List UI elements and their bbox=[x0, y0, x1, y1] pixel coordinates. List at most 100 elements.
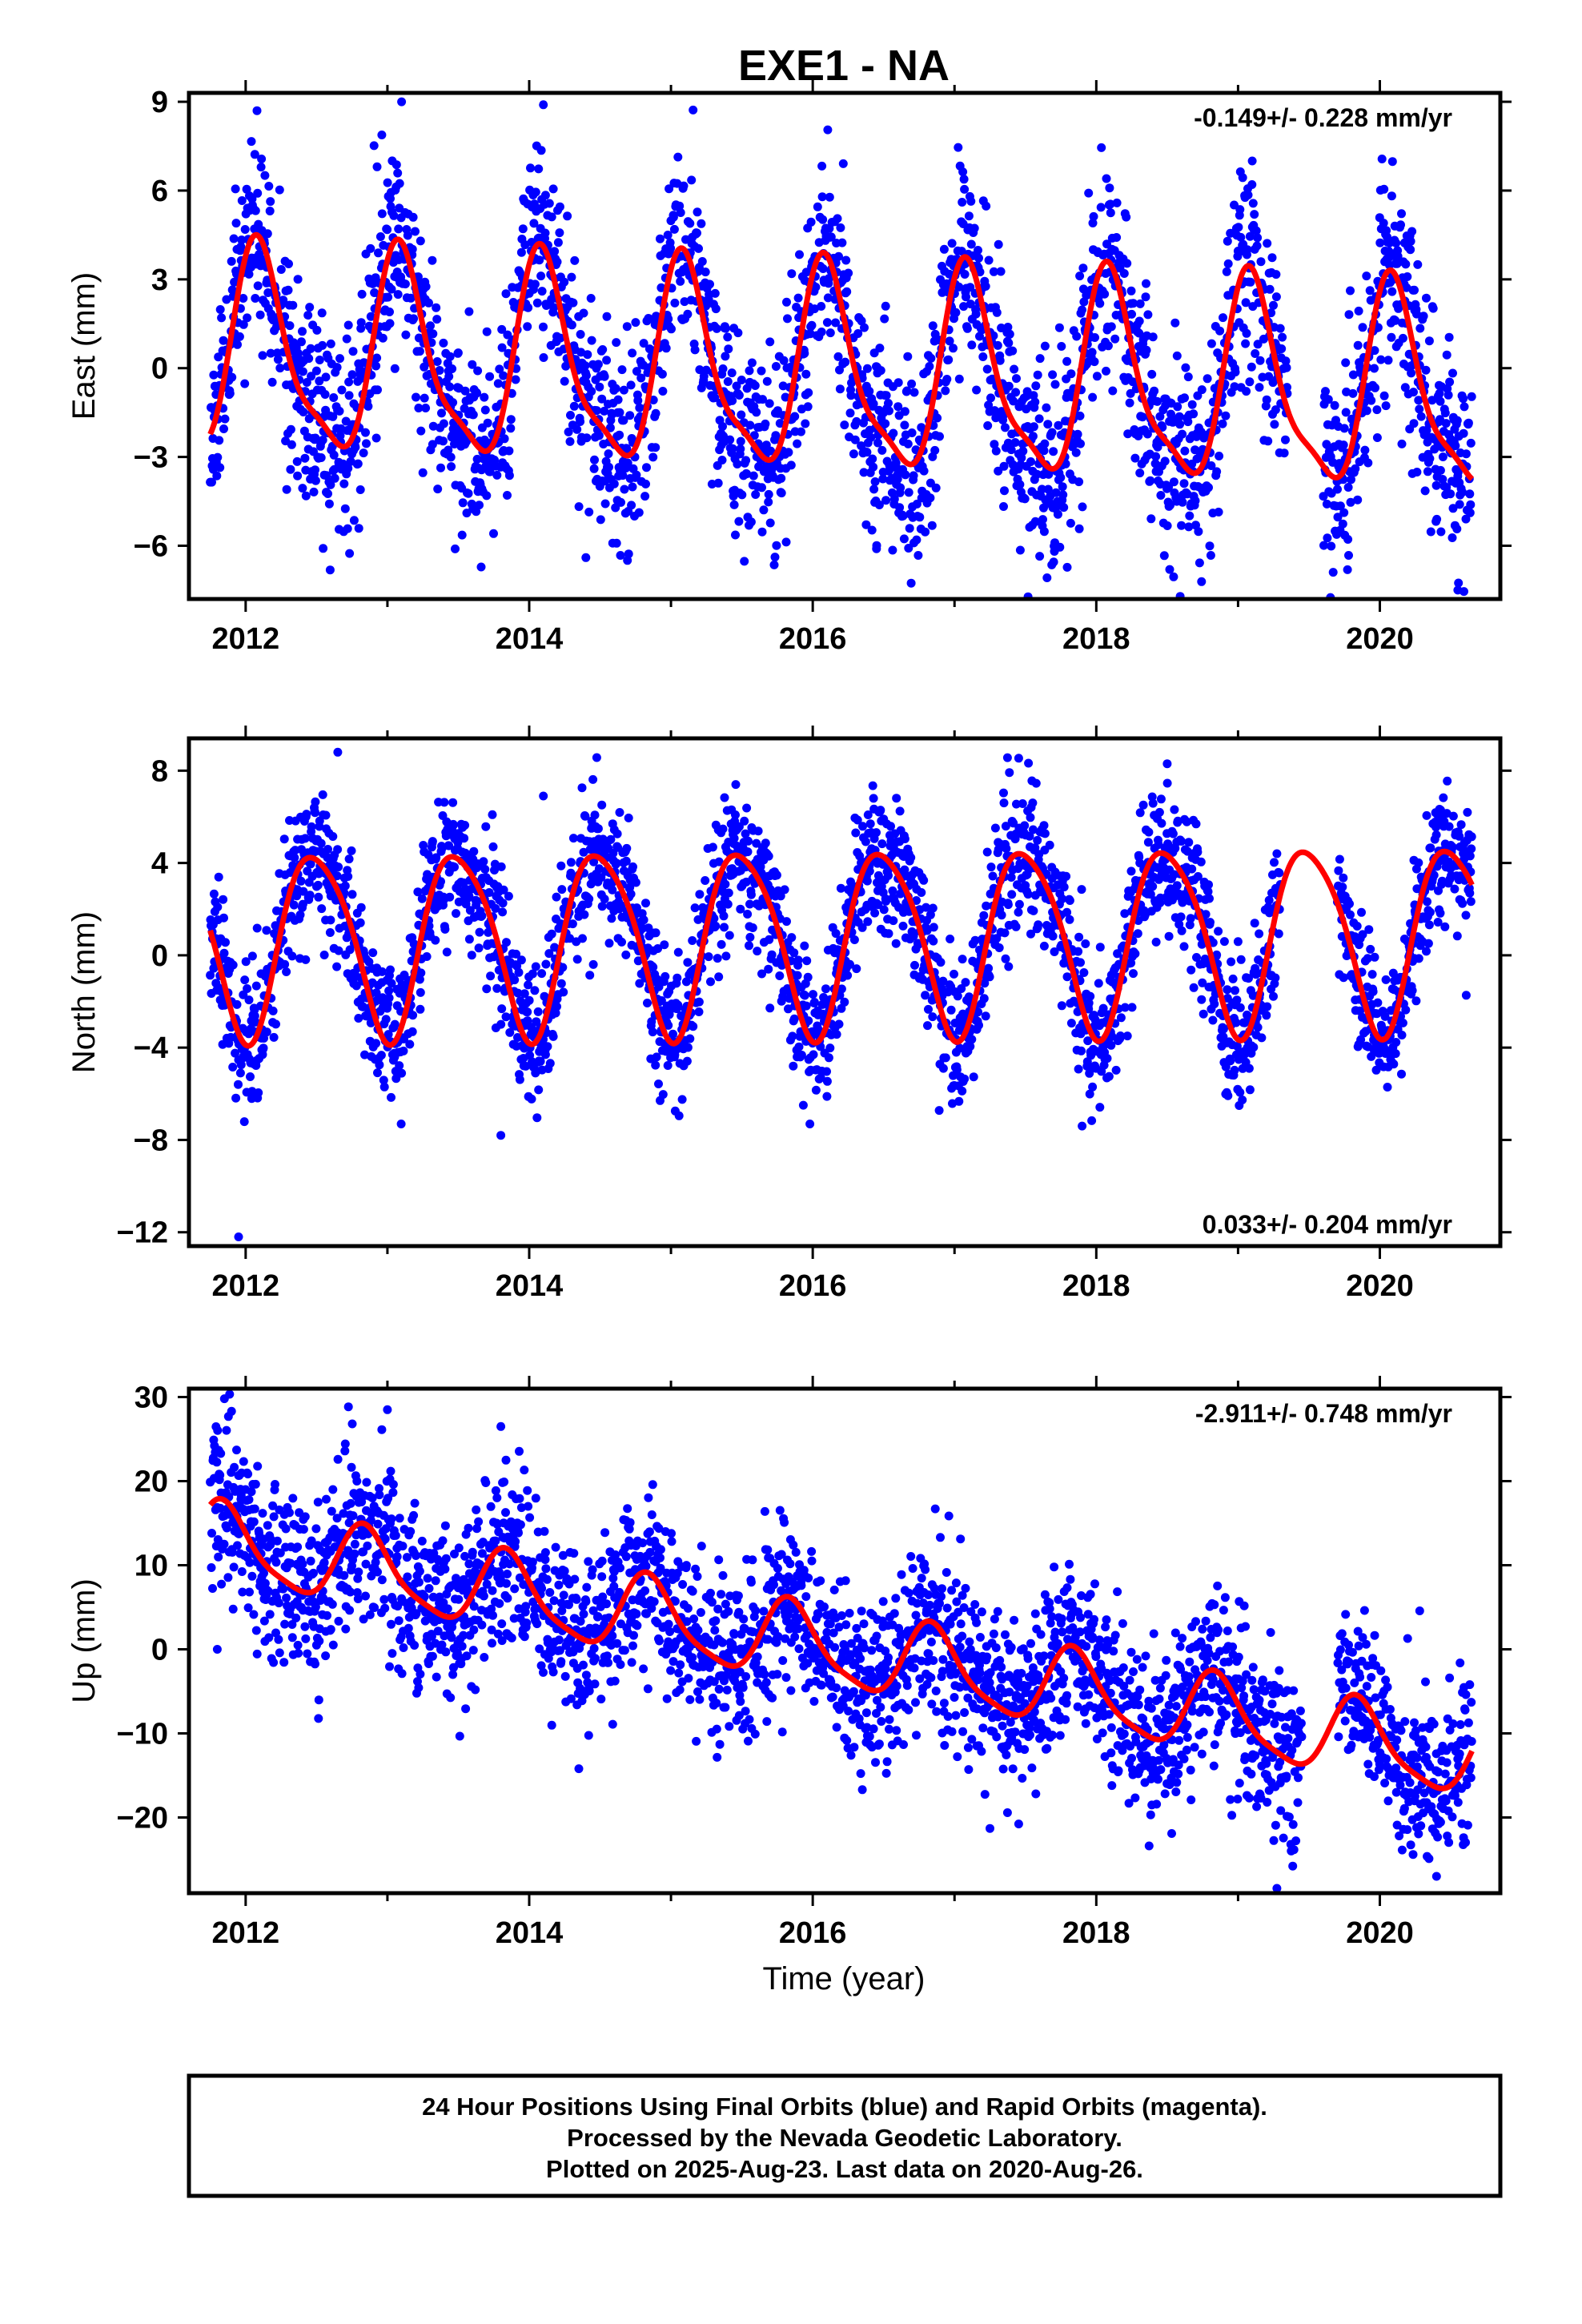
data-point bbox=[1256, 257, 1266, 267]
data-point bbox=[586, 294, 596, 303]
data-point bbox=[233, 340, 242, 349]
data-point bbox=[220, 414, 230, 424]
data-point bbox=[906, 578, 916, 588]
data-point bbox=[602, 356, 612, 365]
data-point bbox=[706, 977, 715, 987]
data-point bbox=[1130, 949, 1140, 959]
data-point bbox=[660, 940, 669, 950]
data-point bbox=[437, 408, 446, 418]
data-point bbox=[568, 834, 578, 843]
data-point bbox=[974, 253, 983, 263]
data-point bbox=[1138, 800, 1148, 810]
data-point bbox=[624, 813, 633, 822]
data-point bbox=[1005, 329, 1014, 339]
data-point bbox=[648, 396, 658, 404]
data-point bbox=[596, 515, 605, 525]
data-point bbox=[271, 1019, 280, 1029]
data-point bbox=[958, 1086, 967, 1096]
data-point bbox=[786, 460, 796, 470]
data-point bbox=[639, 915, 648, 925]
data-point bbox=[464, 307, 474, 316]
data-point bbox=[632, 470, 641, 480]
data-point bbox=[905, 524, 914, 533]
data-point bbox=[584, 507, 594, 517]
data-point bbox=[1339, 440, 1348, 450]
data-point bbox=[1028, 432, 1038, 441]
data-point bbox=[344, 391, 354, 400]
data-point bbox=[579, 308, 588, 318]
data-point bbox=[384, 986, 394, 995]
data-point bbox=[919, 466, 929, 476]
data-point bbox=[428, 440, 437, 449]
data-point bbox=[514, 967, 524, 977]
data-point bbox=[999, 461, 1009, 471]
data-point bbox=[561, 361, 571, 371]
data-point bbox=[1435, 388, 1444, 398]
data-point bbox=[858, 822, 867, 831]
data-point bbox=[1150, 386, 1159, 396]
data-point bbox=[1339, 424, 1349, 433]
data-point bbox=[440, 798, 449, 807]
data-point bbox=[280, 959, 290, 969]
data-point bbox=[718, 364, 728, 373]
data-point bbox=[729, 500, 739, 509]
data-point bbox=[1424, 336, 1434, 346]
data-point bbox=[803, 972, 813, 982]
data-point bbox=[344, 377, 354, 387]
data-point bbox=[408, 244, 417, 254]
data-point bbox=[1119, 269, 1129, 278]
data-point bbox=[416, 987, 425, 997]
data-point bbox=[247, 137, 256, 147]
plot-frame bbox=[187, 90, 1503, 601]
data-point bbox=[724, 344, 733, 354]
data-point bbox=[539, 322, 548, 332]
data-point bbox=[282, 967, 291, 976]
data-point bbox=[324, 499, 334, 509]
data-point bbox=[1031, 381, 1041, 391]
data-point bbox=[626, 889, 636, 899]
data-point bbox=[1011, 388, 1021, 397]
data-point bbox=[1414, 396, 1423, 405]
data-point bbox=[343, 872, 353, 881]
data-point bbox=[311, 808, 319, 818]
chart-title: EXE1 - NA bbox=[738, 42, 950, 90]
data-point bbox=[585, 971, 595, 980]
data-point bbox=[959, 302, 969, 312]
data-point bbox=[765, 399, 774, 408]
data-point bbox=[993, 340, 1002, 350]
data-point bbox=[745, 899, 754, 909]
data-point bbox=[731, 530, 740, 540]
data-point bbox=[596, 873, 606, 883]
data-point bbox=[736, 904, 745, 914]
data-point bbox=[1412, 468, 1422, 476]
data-point bbox=[284, 259, 293, 268]
data-point bbox=[252, 923, 262, 933]
data-point bbox=[1162, 521, 1172, 530]
data-point bbox=[592, 753, 601, 762]
data-point bbox=[843, 971, 853, 980]
data-point bbox=[879, 905, 889, 915]
data-point bbox=[1343, 535, 1353, 544]
data-point bbox=[845, 959, 854, 969]
data-point bbox=[756, 862, 765, 871]
data-point bbox=[1342, 387, 1351, 396]
data-point bbox=[1271, 292, 1281, 302]
data-point bbox=[1425, 454, 1435, 464]
data-point bbox=[468, 410, 478, 420]
data-point bbox=[309, 487, 319, 497]
data-point bbox=[840, 420, 849, 430]
data-point bbox=[658, 1090, 668, 1100]
data-point bbox=[990, 823, 1000, 833]
data-point bbox=[311, 797, 320, 806]
data-point bbox=[572, 424, 582, 434]
data-point bbox=[1029, 391, 1038, 400]
data-point bbox=[912, 499, 921, 509]
data-point bbox=[967, 1035, 977, 1044]
data-point bbox=[231, 184, 240, 194]
data-point bbox=[555, 228, 564, 238]
data-point bbox=[1181, 363, 1191, 372]
data-point bbox=[587, 387, 596, 396]
data-point bbox=[564, 427, 573, 436]
data-point bbox=[228, 960, 238, 970]
data-point bbox=[323, 845, 332, 854]
